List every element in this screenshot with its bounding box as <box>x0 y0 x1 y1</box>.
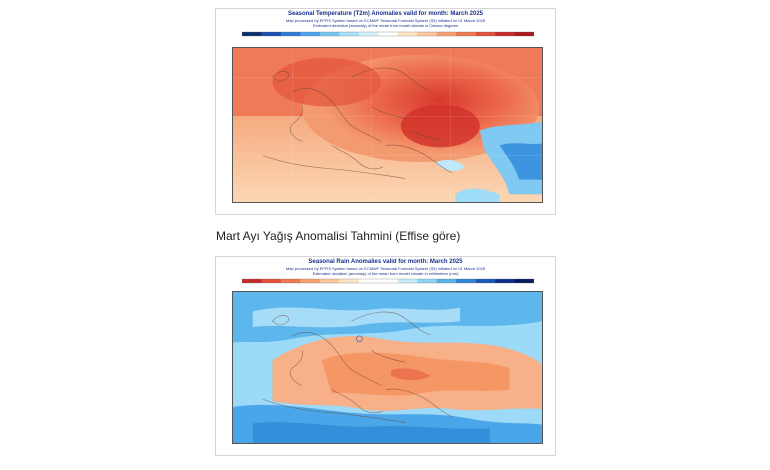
rain-colorbar-swatch <box>242 279 262 283</box>
rain-colorbar-swatch <box>456 279 476 283</box>
temperature-colorbar-swatch <box>436 32 457 36</box>
rain-colorbar-swatch <box>358 279 379 283</box>
temperature-colorbar-swatch <box>319 32 340 36</box>
temperature-colorbar-swatch <box>261 32 282 36</box>
temperature-colorbar-swatch <box>242 32 262 36</box>
temperature-colorbar-swatch <box>339 32 359 36</box>
rain-colorbar <box>242 278 534 284</box>
temperature-map-subtitle-2: Estimated deviation (anomaly) of the mea… <box>313 23 458 28</box>
rain-map-graphic <box>233 292 542 443</box>
rain-colorbar-swatch <box>417 279 437 283</box>
temperature-map-graphic <box>233 48 542 202</box>
temperature-colorbar-swatch <box>397 32 418 36</box>
temperature-colorbar-swatch <box>358 32 379 36</box>
temperature-colorbar-swatch <box>300 32 321 36</box>
temperature-colorbar-swatch <box>495 32 515 36</box>
rain-colorbar-swatch <box>436 279 457 283</box>
rain-map-subtitle-2: Estimated deviation (anomaly) of the mea… <box>312 271 459 276</box>
rain-colorbar-swatch <box>475 279 496 283</box>
rain-colorbar-swatch <box>261 279 282 283</box>
rain-colorbar-frame <box>242 278 534 284</box>
rain-map-subtitle-1: Map processed by EFFIS System based on E… <box>285 266 486 271</box>
rain-colorbar-swatch <box>339 279 359 283</box>
rain-map-area <box>232 291 543 444</box>
rain-colorbar-swatch <box>495 279 515 283</box>
temperature-map-area <box>232 47 543 203</box>
temperature-colorbar-swatch <box>378 32 398 36</box>
rain-colorbar-swatch <box>300 279 321 283</box>
temperature-colorbar-swatch <box>280 32 301 36</box>
rain-colorbar-swatch <box>397 279 418 283</box>
temperature-map-title: Seasonal Temperature (T2m) Anomalies val… <box>287 11 484 17</box>
rain-map-title: Seasonal Rain Anomalies valid for month:… <box>308 259 463 265</box>
temperature-colorbar <box>242 31 534 37</box>
temperature-colorbar-swatch <box>456 32 476 36</box>
rain-colorbar-swatch <box>319 279 340 283</box>
temperature-colorbar-swatch <box>417 32 437 36</box>
rain-anomaly-map-figure: Seasonal Rain Anomalies valid for month:… <box>215 256 556 456</box>
rain-colorbar-swatch <box>280 279 301 283</box>
temperature-map-subtitle-1: Map processed by EFFIS System based on E… <box>285 18 486 23</box>
temperature-colorbar-swatch <box>514 32 534 36</box>
rain-colorbar-swatch <box>514 279 534 283</box>
temperature-colorbar-swatch <box>475 32 496 36</box>
temperature-anomaly-map-figure: Seasonal Temperature (T2m) Anomalies val… <box>215 8 556 215</box>
rain-colorbar-swatch <box>378 279 398 283</box>
temperature-colorbar-frame <box>242 31 534 37</box>
rain-section-heading: Mart Ayı Yağış Anomalisi Tahmini (Effise… <box>216 229 461 243</box>
